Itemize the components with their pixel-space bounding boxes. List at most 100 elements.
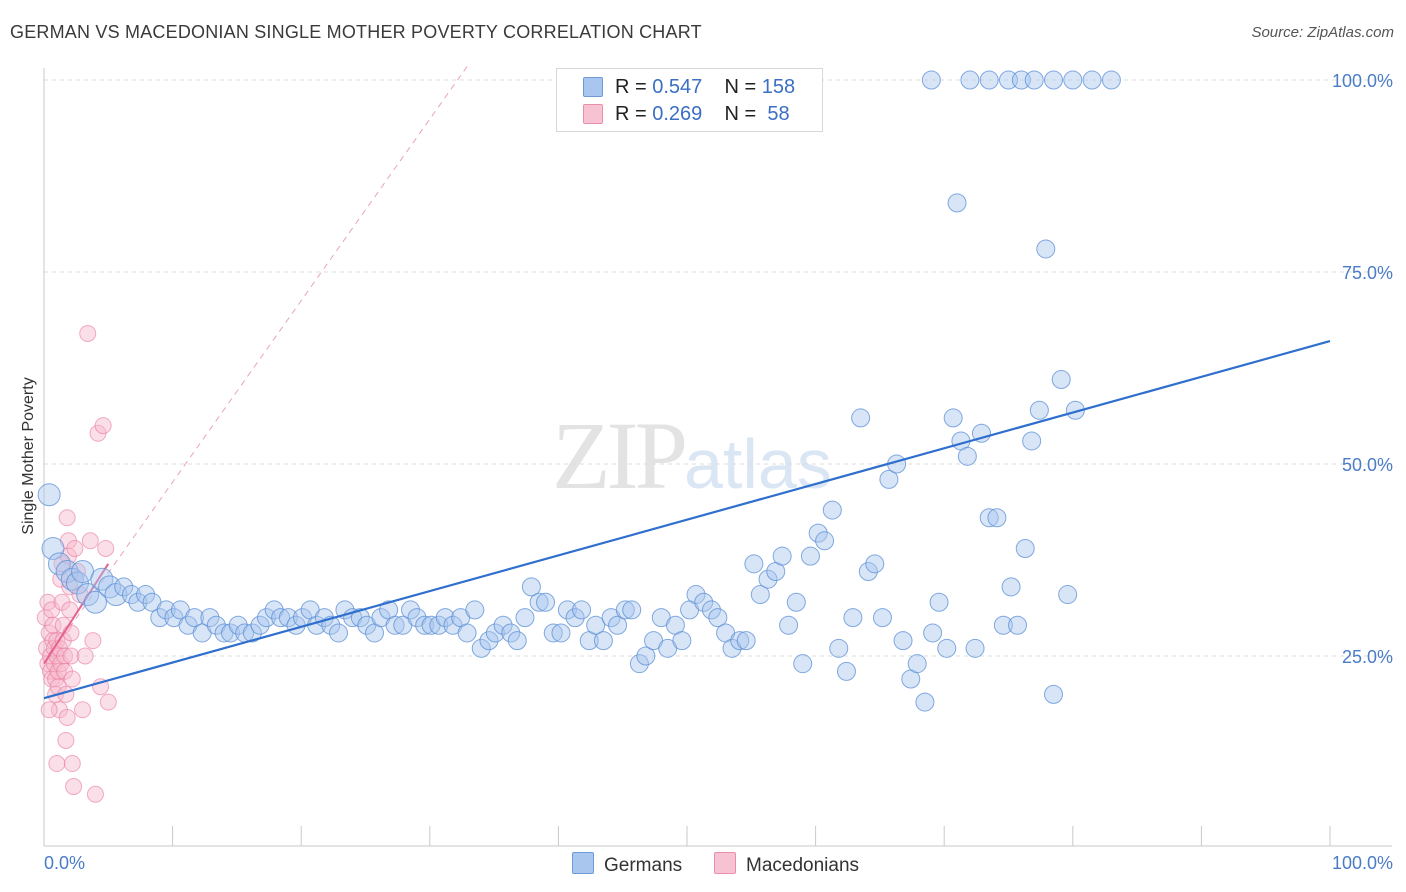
chart-title: GERMAN VS MACEDONIAN SINGLE MOTHER POVER… (10, 22, 702, 42)
german-point (758, 569, 778, 589)
german-point (200, 608, 220, 628)
german-point (278, 608, 298, 628)
legend-swatch-germans (583, 77, 603, 97)
grid-lines (44, 79, 1392, 657)
german-point (521, 577, 541, 597)
legend-swatch-macedonians (583, 104, 603, 124)
macedonian-point (63, 670, 81, 688)
german-point (457, 623, 477, 643)
german-point (808, 523, 828, 543)
german-point (572, 600, 592, 620)
german-point (1036, 239, 1056, 259)
y-tick-label: 50.0% (1342, 455, 1393, 475)
german-point (851, 408, 871, 428)
bottom-legend-swatch-germans (572, 852, 594, 874)
german-point (1044, 70, 1064, 90)
german-point (865, 554, 885, 574)
german-point (1024, 70, 1044, 90)
macedonian-point (58, 509, 76, 527)
macedonian-trend-extended (43, 64, 469, 664)
bottom-legend-germans: Germans (572, 852, 682, 877)
macedonian-point (56, 647, 74, 665)
bottom-legend-swatch-macedonians (714, 852, 736, 874)
german-point (779, 615, 799, 635)
german-point (83, 590, 107, 614)
german-point (121, 585, 141, 605)
german-point (923, 623, 943, 643)
german-point (836, 661, 856, 681)
legend-n-value: 58 (761, 103, 790, 125)
german-point (893, 631, 913, 651)
legend-r-label: R = (615, 76, 653, 98)
german-point (744, 554, 764, 574)
german-point (636, 646, 656, 666)
german-point (586, 615, 606, 635)
german-point (41, 536, 65, 560)
tick-labels: 25.0% 50.0% 75.0% 100.0% 0.0% 100.0% (44, 71, 1393, 873)
german-point (471, 638, 491, 658)
german-point (593, 631, 613, 651)
macedonian-point (86, 785, 104, 803)
macedonian-point (63, 755, 81, 773)
german-point (1051, 370, 1071, 390)
macedonian-point (39, 593, 57, 611)
german-point (557, 600, 577, 620)
macedonian-point (48, 755, 66, 773)
y-tick-label: 25.0% (1342, 647, 1393, 667)
bottom-legend-macedonians: Macedonians (714, 852, 859, 877)
macedonian-point (76, 647, 94, 665)
german-point (385, 615, 405, 635)
german-point (536, 592, 556, 612)
german-point (730, 631, 750, 651)
german-point (929, 592, 949, 612)
y-tick-label: 100.0% (1332, 71, 1393, 91)
german-point (485, 623, 505, 643)
german-point (1058, 585, 1078, 605)
legend-n-value: 158 (761, 76, 796, 98)
german-point (415, 615, 435, 635)
german-point (772, 546, 792, 566)
german-point (921, 70, 941, 90)
german-point (858, 562, 878, 582)
german-point (1022, 431, 1042, 451)
german-point (328, 623, 348, 643)
german-point (1015, 538, 1035, 558)
german-point (350, 608, 370, 628)
german-point (1101, 70, 1121, 90)
german-point (156, 600, 176, 620)
german-point (987, 508, 1007, 528)
y-tick-label: 75.0% (1342, 263, 1393, 283)
macedonian-point (94, 417, 112, 435)
macedonian-point (79, 324, 97, 342)
german-point (1029, 400, 1049, 420)
german-point (960, 70, 980, 90)
german-point (979, 70, 999, 90)
german-point (1001, 577, 1021, 597)
macedonian-point (58, 708, 76, 726)
german-point (242, 623, 262, 643)
macedonian-point (62, 624, 80, 642)
german-point (1082, 70, 1102, 90)
german-point (507, 631, 527, 651)
german-point (71, 560, 95, 584)
watermark-zip: ZIP (552, 402, 688, 509)
macedonian-point (40, 701, 58, 719)
german-point (256, 608, 276, 628)
german-point (479, 631, 499, 651)
german-point (220, 623, 240, 643)
macedonian-point (99, 693, 117, 711)
german-points (37, 70, 1331, 712)
german-point (1008, 615, 1028, 635)
macedonian-point (97, 539, 115, 557)
macedonian-point (57, 731, 75, 749)
macedonian-point (65, 778, 83, 796)
german-point (793, 654, 813, 674)
german-point (694, 592, 714, 612)
y-axis-label: Single Mother Poverty (20, 377, 37, 534)
german-point (622, 600, 642, 620)
german-point (1044, 684, 1064, 704)
german-point (136, 585, 156, 605)
german-point (615, 600, 635, 620)
bottom-legend-label-germans: Germans (604, 855, 683, 876)
